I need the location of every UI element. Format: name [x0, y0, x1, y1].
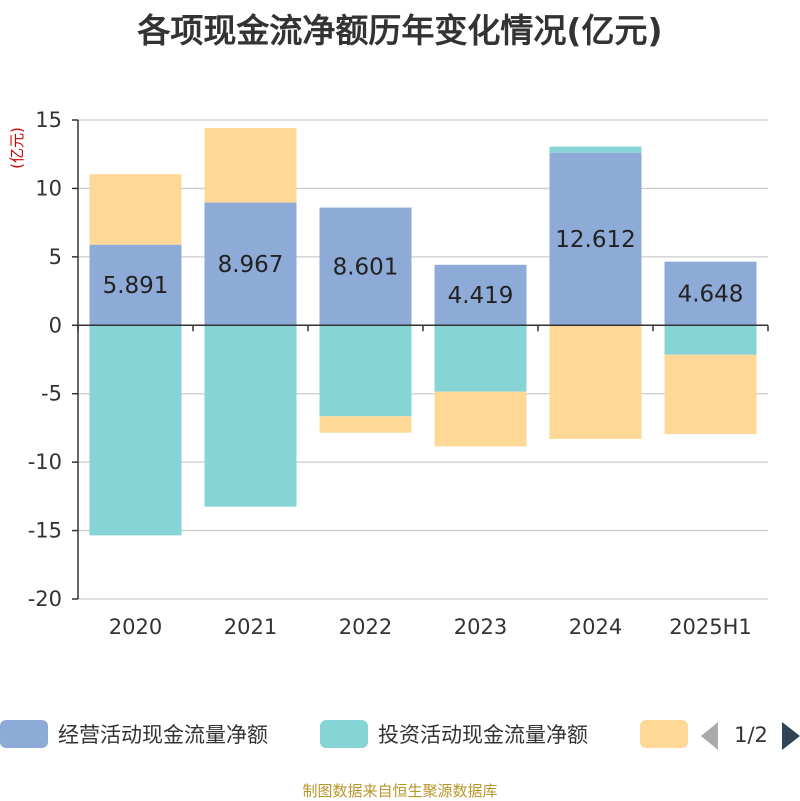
bar-segment-3[interactable] [89, 174, 182, 245]
legend-swatch-3[interactable] [640, 720, 688, 748]
bar-segment-2[interactable] [434, 325, 527, 392]
x-tick-label: 2024 [569, 615, 622, 639]
bar-segment-3[interactable] [664, 354, 757, 435]
legend-swatch-2[interactable] [320, 720, 368, 748]
bar-value-label: 8.601 [333, 254, 399, 280]
legend-label[interactable]: 经营活动现金流量净额 [58, 723, 268, 747]
bars [89, 127, 757, 536]
legend-label[interactable]: 投资活动现金流量净额 [378, 723, 588, 747]
bar-segment-1[interactable] [664, 261, 757, 326]
y-tick-label: 10 [35, 176, 62, 200]
y-tick-label: -15 [28, 519, 62, 543]
bar-segment-1[interactable] [549, 152, 642, 326]
legend-swatch-1[interactable] [0, 720, 48, 748]
x-tick-label: 2020 [109, 615, 162, 639]
x-tick-label: 2023 [454, 615, 507, 639]
bar-value-label: 5.891 [103, 273, 169, 299]
y-axis-unit: (亿元) [8, 127, 26, 169]
bar-value-label: 4.648 [678, 281, 744, 307]
bar-segment-3[interactable] [319, 416, 412, 433]
bar-segment-1[interactable] [204, 202, 297, 326]
bar-value-label: 4.419 [448, 283, 514, 309]
data-source-note: 制图数据来自恒生聚源数据库 [302, 782, 498, 800]
bar-segment-2[interactable] [319, 325, 412, 417]
bar-segment-2[interactable] [89, 325, 182, 536]
x-tick-label: 2021 [224, 615, 277, 639]
bar-segment-2[interactable] [549, 146, 642, 153]
data-labels: 5.891 8.967 8.601 4.419 12.612 4.648 [103, 227, 744, 309]
bar-segment-1[interactable] [319, 207, 412, 326]
bar-segment-2[interactable] [204, 325, 297, 507]
y-tick-label: -10 [28, 450, 62, 474]
bar-segment-2[interactable] [664, 325, 757, 355]
bar-segment-3[interactable] [549, 325, 642, 439]
axes: 15 10 5 0 -5 -10 -15 -20 (亿元) 2020 2021 2022 2023 202… [8, 108, 769, 639]
y-tick-label: 5 [49, 245, 62, 269]
y-tick-label: -5 [41, 382, 62, 406]
x-tick-label: 2025H1 [669, 615, 752, 639]
bar-segment-3[interactable] [204, 127, 297, 203]
bar-value-label: 12.612 [555, 227, 635, 253]
x-tick-label: 2022 [339, 615, 392, 639]
y-tick-label: 15 [35, 108, 62, 132]
y-tick-label: -20 [28, 587, 62, 611]
bar-segment-1[interactable] [434, 264, 527, 326]
legend-prev-page-icon[interactable] [701, 722, 718, 750]
legend-next-page-icon[interactable] [782, 722, 800, 750]
chart-title: 各项现金流净额历年变化情况(亿元) [137, 11, 663, 50]
y-tick-label: 0 [49, 313, 62, 337]
grid-lines [78, 119, 768, 600]
bar-segment-1[interactable] [89, 244, 182, 326]
bar-segment-3[interactable] [434, 391, 527, 447]
legend-page-indicator: 1/2 [734, 723, 768, 747]
bar-value-label: 8.967 [218, 252, 284, 278]
legend: 经营活动现金流量净额 投资活动现金流量净额 1/2 [0, 720, 800, 750]
